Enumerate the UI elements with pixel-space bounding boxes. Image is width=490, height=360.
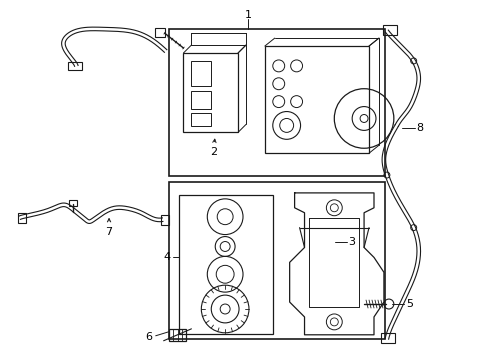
Bar [183, 53, 238, 132]
Bar [70, 200, 77, 206]
Bar [265, 46, 369, 153]
Bar [169, 182, 385, 339]
Bar [155, 28, 165, 37]
Text: 4: 4 [164, 252, 171, 262]
Bar [161, 215, 169, 225]
Bar [169, 329, 187, 341]
Bar [381, 333, 395, 343]
Circle shape [360, 114, 368, 122]
Bar [178, 195, 273, 334]
Text: 2: 2 [210, 139, 217, 157]
Bar [18, 213, 25, 223]
Text: 6: 6 [146, 332, 153, 342]
Bar [192, 61, 211, 86]
Bar [383, 25, 397, 35]
Text: 5: 5 [406, 299, 413, 309]
Text: 7: 7 [105, 219, 113, 237]
Bar [192, 113, 211, 126]
Text: 8: 8 [416, 123, 424, 134]
Text: 3: 3 [348, 237, 355, 247]
Text: 1: 1 [245, 10, 251, 20]
Bar [192, 91, 211, 109]
Bar [69, 62, 82, 70]
Bar [169, 29, 385, 176]
